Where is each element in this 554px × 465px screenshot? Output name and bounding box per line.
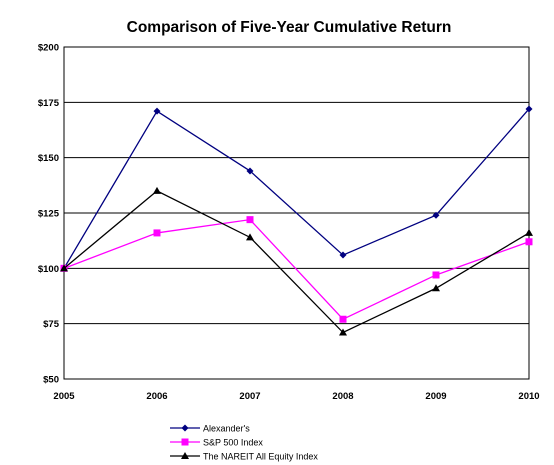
data-point: [246, 233, 254, 241]
data-point: [432, 211, 440, 219]
y-tick-label: $75: [43, 319, 60, 330]
series-line: [63, 190, 530, 334]
y-tick-label: $200: [38, 43, 59, 54]
series-line: [63, 218, 530, 321]
x-axis-tick-labels: 2005 2006 2007 2008 2009 2010: [53, 391, 539, 402]
y-tick-label: $150: [38, 153, 59, 164]
y-tick-label: $175: [38, 98, 60, 109]
legend-marker: [181, 424, 189, 432]
legend-item: The NAREIT All Equity Index: [170, 452, 318, 462]
data-point: [153, 229, 161, 237]
data-point: [432, 284, 440, 292]
legend-label: Alexander's: [203, 424, 250, 434]
legend-marker: [181, 452, 189, 459]
legend: Alexander's S&P 500 Index The NAREIT All E…: [170, 424, 318, 462]
y-tick-label: $125: [38, 209, 60, 220]
data-point: [246, 216, 254, 224]
series-lines: [60, 105, 533, 336]
legend-marker: [181, 438, 189, 446]
x-tick-label: 2009: [425, 391, 446, 402]
legend-item: Alexander's: [170, 424, 250, 434]
x-tick-label: 2006: [146, 391, 167, 402]
plot-area-frame: [63, 46, 530, 380]
data-point: [153, 107, 161, 115]
data-point: [525, 105, 533, 113]
data-point: [153, 186, 161, 194]
data-point: [339, 328, 347, 336]
data-point: [339, 315, 347, 323]
data-point: [339, 251, 347, 259]
series-line: [63, 108, 530, 269]
data-point: [525, 238, 533, 246]
series-1: [60, 105, 533, 272]
y-axis-tick-labels: $50 $75 $100 $125 $150 $175 $200: [38, 43, 60, 386]
x-tick-label: 2008: [332, 391, 353, 402]
data-point: [60, 264, 68, 272]
data-point: [246, 167, 254, 175]
x-tick-label: 2010: [518, 391, 539, 402]
legend-label: The NAREIT All Equity Index: [203, 452, 318, 462]
series-3: [60, 186, 533, 336]
legend-item: S&P 500 Index: [170, 438, 263, 448]
chart-title: Comparison of Five-Year Cumulative Retur…: [127, 19, 452, 36]
x-tick-label: 2005: [53, 391, 75, 402]
data-point: [525, 228, 533, 236]
legend-label: S&P 500 Index: [203, 438, 263, 448]
series-2: [60, 216, 533, 323]
y-tick-label: $100: [38, 264, 59, 275]
data-point: [432, 271, 440, 279]
x-tick-label: 2007: [239, 391, 260, 402]
y-tick-label: $50: [43, 375, 59, 386]
